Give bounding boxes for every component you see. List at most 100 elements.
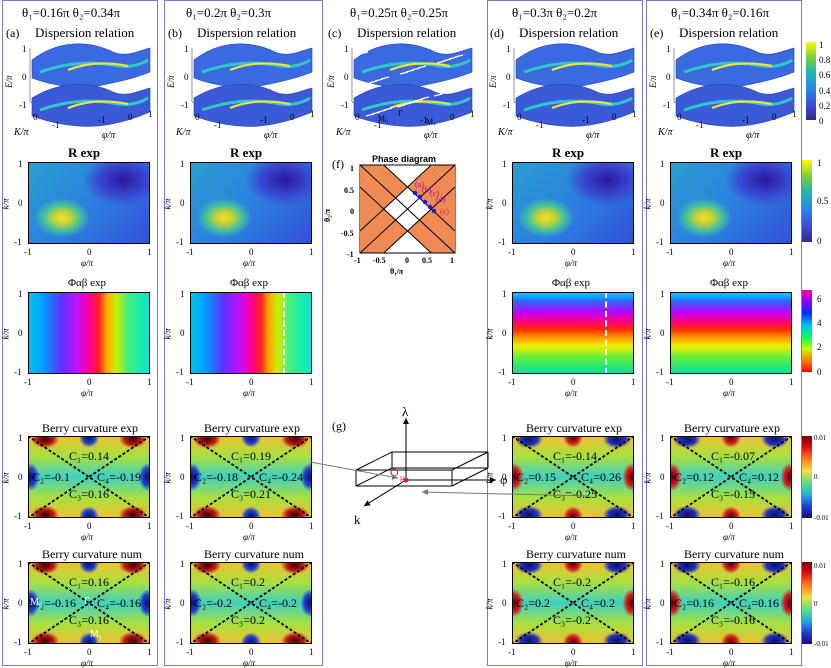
r-exp-x-n1: -1	[186, 247, 194, 257]
phase-label-d: (d)	[436, 195, 446, 204]
r-exp-ylabel: k/π	[484, 198, 495, 210]
phi-exp-y-1: 1	[180, 289, 185, 299]
phase-points	[412, 190, 437, 214]
berry-num-x-1: 1	[631, 647, 636, 657]
svg-text:0: 0	[33, 112, 38, 122]
berry-num-y-1: 1	[180, 559, 185, 569]
r-exp-y-1: 1	[660, 159, 665, 169]
berry-num-cb-bot: -0.01	[814, 640, 829, 648]
svg-text:0: 0	[517, 112, 522, 122]
pd-x-1: 1	[450, 256, 454, 265]
svg-text:-1: -1	[52, 120, 60, 130]
g-k: k	[354, 512, 361, 527]
phi-colorbar	[802, 290, 812, 372]
berry-num-title: Berry curvature num	[526, 547, 626, 561]
phi-exp-x-0: 0	[729, 377, 734, 387]
r-exp-ylabel: k/π	[642, 198, 653, 210]
phi-exp-heatmap	[512, 292, 634, 374]
svg-text:0: 0	[355, 112, 360, 122]
berry-exp-x-n1: -1	[24, 521, 32, 531]
pd-x-05: 0.5	[422, 256, 432, 265]
panel-label: (a)	[6, 26, 19, 40]
g-origin-sub: μ	[400, 473, 404, 482]
header-c: θ₁=0.25π θ₂=0.25π	[350, 5, 449, 20]
pd-x-0: 0	[405, 256, 409, 265]
berry-num-c-left: C₂=-0.2	[194, 596, 232, 610]
label-m0: M₀	[30, 597, 43, 608]
r-exp-y-1: 1	[18, 159, 23, 169]
r-exp-y-0: 0	[18, 198, 23, 208]
svg-text:K/π: K/π	[497, 127, 513, 138]
berry-num-x-0: 0	[249, 647, 254, 657]
r-exp-title: R exp	[710, 145, 743, 160]
berry-num-c-bottom: C₃=-0.2	[553, 613, 591, 627]
disp-cb-0: 0	[819, 116, 824, 126]
svg-text:-1: -1	[374, 120, 382, 130]
berry-exp-colorbar	[802, 436, 812, 518]
header-b: θ₁=0.2π θ₂=0.3π	[186, 5, 272, 20]
r-exp-x-1: 1	[631, 247, 636, 257]
svg-text:0: 0	[290, 112, 295, 122]
phase-label-a: (a)	[415, 180, 424, 189]
berry-num-c-bottom: C₃=0.16	[69, 613, 109, 627]
g-lambda: λ	[402, 404, 409, 419]
svg-text:0: 0	[22, 72, 27, 82]
r-exp-x-n1: -1	[666, 247, 674, 257]
dispersion-title: Dispersion relation	[35, 25, 135, 40]
berry-num-x-n1: -1	[24, 647, 32, 657]
phase-point-d	[427, 204, 433, 210]
berry-num-ylabel: k/π	[0, 598, 11, 610]
phase-point-a	[412, 190, 418, 196]
phi-exp-y-n1: -1	[498, 367, 506, 377]
berry-num-frame	[190, 562, 312, 644]
berry-exp-x-1: 1	[309, 521, 314, 531]
berry-exp-c-top: C₁=-0.14	[553, 449, 597, 463]
berry-num-ylabel: k/π	[642, 598, 653, 610]
berry-exp-ylabel: k/π	[162, 472, 173, 484]
header-a: θ₁=0.16π θ₂=0.34π	[22, 5, 121, 20]
phase-point-c	[422, 199, 428, 205]
berry-exp-y-1: 1	[180, 433, 185, 443]
panel-label: (b)	[168, 26, 182, 40]
phi-exp-y-0: 0	[660, 328, 665, 338]
berry-exp-frame	[190, 436, 312, 518]
phi-exp-title: Φαβ exp	[710, 277, 749, 289]
berry-num-c-top: C₁=0.2	[231, 575, 265, 589]
berry-num-y-0: 0	[18, 598, 23, 608]
svg-text:-1: -1	[663, 100, 671, 110]
r-exp-x-n1: -1	[24, 247, 32, 257]
dispersion-colorbar	[806, 42, 816, 120]
berry-exp-c-left: C₂=0.15	[516, 470, 556, 484]
r-exp-y-0: 0	[502, 198, 507, 208]
berry-num-c-top: C₁=-0.16	[711, 575, 755, 589]
phi-exp-frame	[670, 292, 792, 374]
phi-exp-xlabel: φ/π	[565, 388, 577, 398]
berry-num-ylabel: k/π	[484, 598, 495, 610]
r-cb-05: 0.5	[817, 196, 829, 206]
label-gamma: Γ	[84, 596, 90, 607]
berry-exp-x-0: 0	[87, 521, 92, 531]
svg-text:1: 1	[310, 109, 315, 119]
berry-num-y-0: 0	[502, 598, 507, 608]
berry-num-c-left: C₂=0.2	[516, 596, 550, 610]
svg-text:φ/π: φ/π	[264, 130, 278, 141]
phi-exp-x-0: 0	[571, 377, 576, 387]
berry-num-x-0: 0	[87, 647, 92, 657]
pd-ylabel: θ₂/π	[323, 208, 332, 222]
pd-y-n1: -1	[347, 250, 354, 259]
label-g: (g)	[332, 419, 346, 433]
berry-exp-cb-top: 0.01	[814, 434, 827, 442]
r-exp-y-0: 0	[180, 198, 185, 208]
berry-num-y-n1: -1	[176, 637, 184, 647]
berry-exp-c-bottom: C₃=-0.25	[553, 487, 597, 501]
r-exp-title: R exp	[552, 145, 585, 160]
berry-exp-diagonals	[190, 436, 312, 518]
berry-num-cb-top: 0.01	[814, 562, 827, 570]
r-exp-x-1: 1	[147, 247, 152, 257]
dispersion-row: (a) Dispersion relation 1 0 -1 E/π 0 -1 -1 0 1 K/π φ…	[4, 25, 797, 141]
label-gamma-disp: Γ	[398, 109, 403, 118]
svg-text:-1: -1	[696, 120, 704, 130]
g-origin: O	[390, 465, 399, 479]
svg-text:φ/π: φ/π	[586, 130, 600, 141]
svg-text:E/π: E/π	[166, 75, 176, 89]
